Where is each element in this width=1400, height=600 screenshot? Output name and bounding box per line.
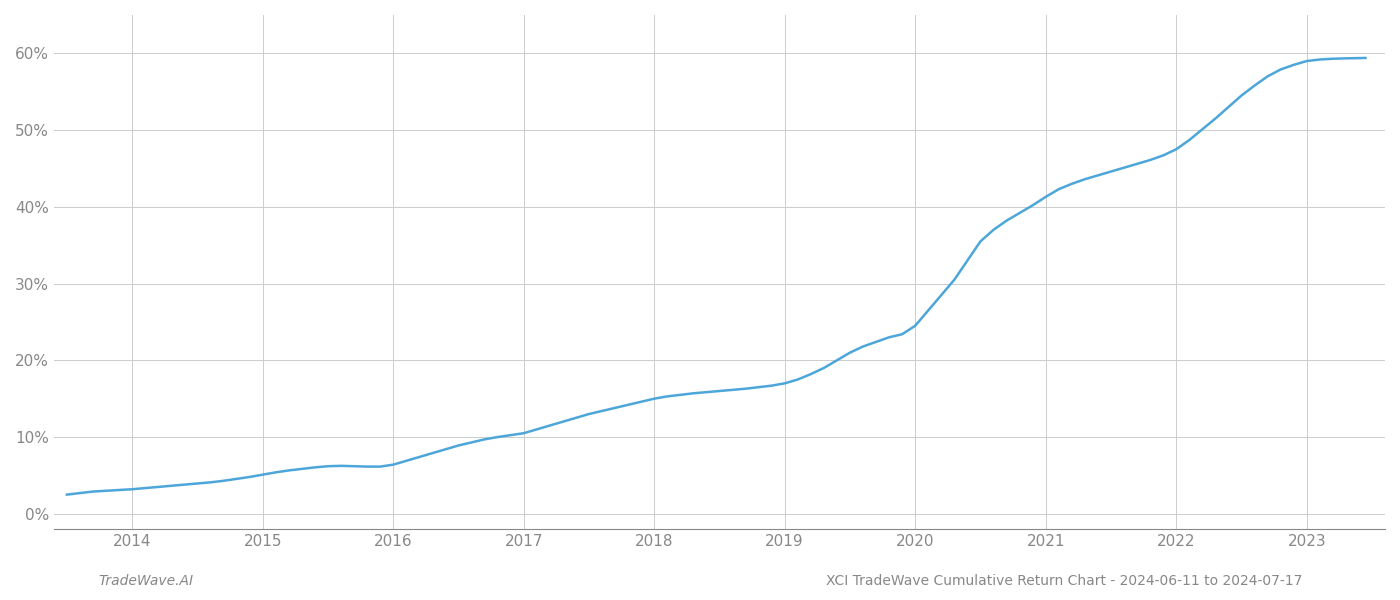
Text: XCI TradeWave Cumulative Return Chart - 2024-06-11 to 2024-07-17: XCI TradeWave Cumulative Return Chart - … [826, 574, 1302, 588]
Text: TradeWave.AI: TradeWave.AI [98, 574, 193, 588]
